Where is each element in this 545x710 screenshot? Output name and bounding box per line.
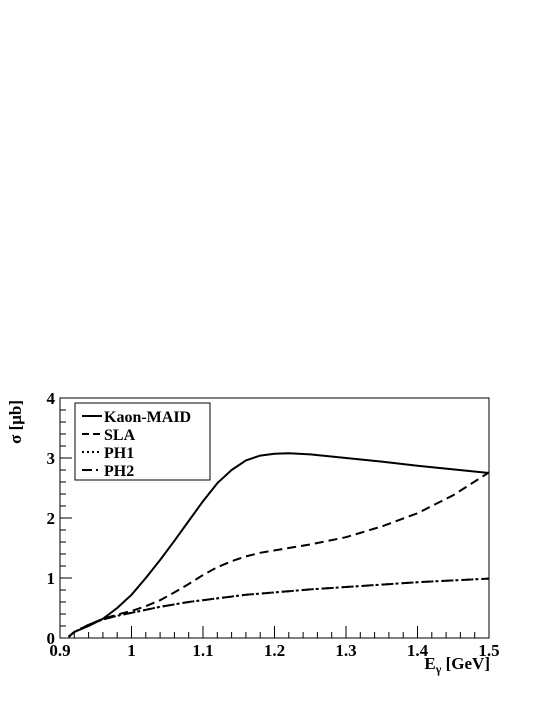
y-tick-label: 0	[47, 629, 56, 648]
x-tick-label: 1.2	[264, 641, 285, 660]
x-axis: 0.9 1 1.1 1.2 1.3 1.4 1.5	[49, 626, 500, 660]
x-tick-label: 1.3	[335, 641, 356, 660]
y-tick-label: 4	[47, 389, 56, 408]
series-line-kaon-maid	[67, 452, 490, 638]
x-tick-label: 1.4	[407, 641, 429, 660]
legend-label: PH1	[104, 445, 134, 462]
y-axis-label: σ [μb]	[6, 400, 25, 444]
legend-label: Kaon-MAID	[104, 409, 191, 426]
legend-label: SLA	[104, 427, 136, 444]
legend-label: PH2	[104, 463, 134, 480]
y-tick-label: 2	[47, 509, 56, 528]
x-tick-label: 1.1	[192, 641, 213, 660]
series-line-ph2	[67, 577, 490, 638]
y-tick-label: 1	[47, 569, 56, 588]
x-tick-label: 1.5	[478, 641, 499, 660]
x-tick-label: 1	[127, 641, 136, 660]
series-layer	[67, 452, 490, 638]
x-tick-label: 0.9	[49, 641, 70, 660]
y-tick-label: 3	[47, 449, 56, 468]
y-axis: 0 1 2 3 4	[47, 389, 72, 648]
x-axis-label: Eγ [GeV]	[424, 654, 490, 676]
